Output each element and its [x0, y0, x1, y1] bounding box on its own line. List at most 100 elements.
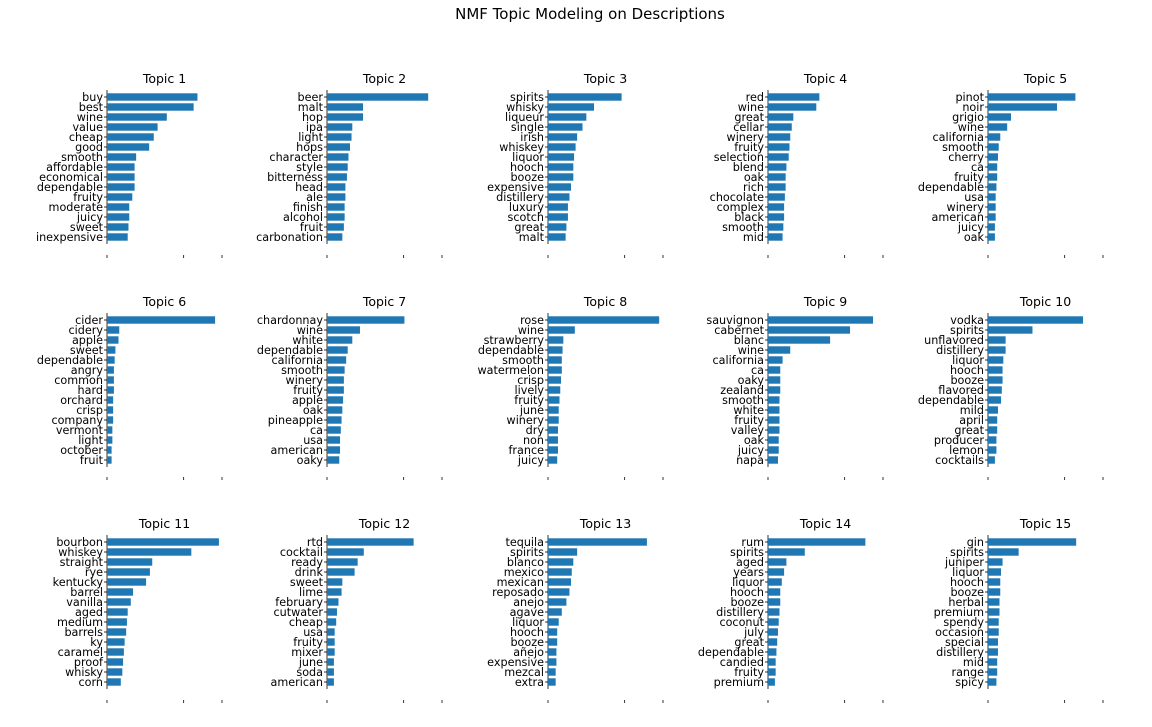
bar: [988, 203, 996, 211]
bar: [988, 133, 1001, 141]
category-label: cherry: [948, 151, 984, 164]
bar: [768, 233, 783, 241]
category-label: liqueur: [505, 111, 544, 124]
category-label: barrels: [64, 626, 103, 639]
topic-panel: Topic 6 cidercideryapplesweetdependablean…: [37, 294, 223, 480]
bar: [107, 618, 127, 626]
category-label: juniper: [944, 556, 984, 569]
bar: [327, 346, 348, 354]
category-label: aged: [75, 606, 103, 619]
category-label: non: [523, 434, 544, 447]
category-label: cheap: [289, 616, 323, 629]
bar: [548, 163, 574, 171]
bar: [548, 548, 578, 556]
category-label: distillery: [936, 646, 984, 659]
bar: [548, 648, 557, 656]
bar: [768, 326, 851, 334]
category-label: agave: [510, 606, 544, 619]
category-label: winery: [507, 414, 545, 427]
bar: [548, 366, 562, 374]
category-label: pinot: [955, 91, 984, 104]
bar: [548, 223, 567, 231]
bar: [988, 436, 997, 444]
category-label: hooch: [950, 364, 984, 377]
category-label: orchard: [60, 394, 103, 407]
bar: [768, 203, 785, 211]
panel-title: Topic 11: [138, 516, 190, 531]
bar: [107, 456, 112, 464]
bar: [768, 578, 782, 586]
bar: [548, 193, 570, 201]
category-label: rich: [743, 181, 764, 194]
bar: [988, 628, 999, 636]
bar: [327, 173, 347, 181]
bar: [988, 538, 1077, 546]
category-label: usa: [303, 626, 323, 639]
bar: [988, 658, 998, 666]
category-label: liquor: [512, 151, 544, 164]
panel-title: Topic 1: [142, 71, 186, 86]
category-label: years: [733, 566, 764, 579]
bar: [107, 233, 128, 241]
panel-title: Topic 5: [1023, 71, 1067, 86]
category-label: october: [60, 444, 103, 457]
bar: [107, 668, 123, 676]
bar: [548, 406, 559, 414]
category-label: mexico: [504, 566, 544, 579]
bar: [768, 588, 781, 596]
bar: [107, 223, 129, 231]
category-label: reposado: [492, 586, 544, 599]
category-label: coconut: [719, 616, 764, 629]
bar: [327, 446, 341, 454]
category-label: spendy: [943, 616, 984, 629]
category-label: dependable: [918, 181, 984, 194]
bar: [107, 396, 114, 404]
bar: [548, 326, 575, 334]
topic-panel: Topic 5 pinotnoirgrigiowinecaliforniasmoo…: [918, 71, 1104, 258]
category-label: ca: [971, 161, 984, 174]
category-label: ca: [751, 364, 764, 377]
category-label: dependable: [37, 181, 103, 194]
category-label: añejo: [513, 646, 544, 659]
category-label: irish: [520, 131, 544, 144]
panel-title: Topic 7: [362, 294, 406, 309]
category-label: juicy: [76, 211, 103, 224]
bar: [548, 558, 574, 566]
topic-panel: Topic 15 ginspiritsjuniperliquorhoochbooz…: [934, 516, 1104, 703]
bar: [768, 163, 787, 171]
category-label: lime: [299, 586, 323, 599]
category-label: zealand: [720, 384, 764, 397]
bar: [107, 123, 158, 131]
category-label: cocktail: [280, 546, 323, 559]
category-label: hop: [302, 111, 323, 124]
bar: [768, 658, 776, 666]
category-label: rye: [85, 566, 103, 579]
category-label: fruity: [73, 191, 103, 204]
category-label: head: [295, 181, 323, 194]
category-label: wine: [77, 111, 103, 124]
category-label: oak: [744, 434, 765, 447]
bar: [327, 203, 345, 211]
category-label: range: [951, 666, 984, 679]
bar: [107, 426, 113, 434]
bar: [327, 406, 343, 414]
bar: [988, 548, 1019, 556]
bar: [327, 163, 348, 171]
bar: [107, 658, 124, 666]
category-label: premium: [714, 676, 764, 689]
category-label: kentucky: [53, 576, 104, 589]
category-label: booze: [510, 636, 544, 649]
bar: [107, 203, 130, 211]
category-label: complex: [717, 201, 765, 214]
category-label: spirits: [730, 546, 764, 559]
bar: [107, 143, 150, 151]
bar: [768, 113, 794, 121]
bar: [988, 588, 1001, 596]
category-label: blend: [733, 161, 764, 174]
category-label: winery: [947, 201, 985, 214]
category-label: light: [78, 434, 103, 447]
panel-title: Topic 12: [358, 516, 410, 531]
bar: [548, 113, 587, 121]
bar: [768, 598, 781, 606]
bar: [327, 183, 346, 191]
